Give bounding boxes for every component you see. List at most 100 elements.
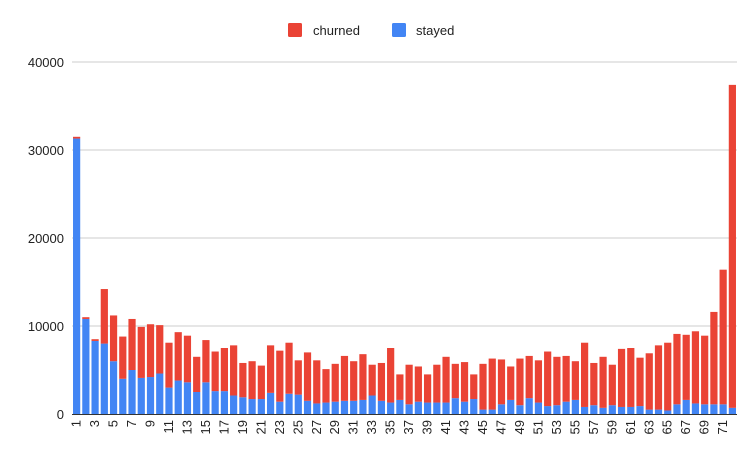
- bar-stayed: [645, 409, 653, 414]
- x-tick-label: 5: [106, 420, 121, 427]
- bar-churned: [303, 352, 312, 401]
- bar-churned: [387, 348, 395, 403]
- bar-stayed: [285, 393, 293, 414]
- legend-label-stayed: stayed: [416, 23, 454, 38]
- bar-stayed: [562, 401, 570, 414]
- x-tick-label: 33: [364, 420, 379, 434]
- bar-stayed: [442, 402, 450, 414]
- bar-churned: [276, 350, 284, 402]
- x-tick-label: 47: [493, 420, 508, 434]
- bar-churned: [193, 356, 201, 392]
- bar-churned: [368, 364, 376, 396]
- bar-churned: [636, 357, 644, 407]
- bar-stayed: [470, 399, 478, 414]
- bar-churned: [507, 366, 515, 400]
- bar-stayed: [673, 404, 681, 414]
- bar-stayed: [414, 401, 422, 414]
- bar-churned: [109, 315, 118, 362]
- x-tick-label: 57: [586, 420, 601, 434]
- bar-churned: [645, 353, 653, 410]
- bar-churned: [174, 332, 182, 381]
- bar-stayed: [423, 402, 432, 414]
- bar-stayed: [220, 391, 228, 414]
- bar-churned: [544, 351, 552, 407]
- bar-stayed: [654, 409, 663, 414]
- x-tick-label: 67: [678, 420, 693, 434]
- bar-stayed: [257, 399, 265, 414]
- bar-stayed: [728, 407, 736, 414]
- bar-stayed: [627, 406, 635, 414]
- bar-stayed: [368, 395, 376, 414]
- bar-churned: [128, 318, 136, 370]
- x-tick-label: 69: [697, 420, 712, 434]
- bar-churned: [146, 324, 155, 378]
- bar-churned: [581, 342, 589, 407]
- bar-churned: [340, 355, 349, 401]
- legend-item-stayed[interactable]: stayed: [392, 23, 454, 38]
- bar-churned: [119, 336, 127, 379]
- bar-churned: [73, 136, 81, 139]
- bar-stayed: [682, 399, 690, 414]
- bar-stayed: [266, 392, 275, 414]
- y-tick-label: 0: [57, 407, 64, 422]
- bar-stayed: [109, 361, 118, 414]
- bar-churned: [664, 342, 672, 411]
- legend-swatch-stayed: [392, 23, 406, 37]
- legend-label-churned: churned: [313, 23, 360, 38]
- bar-churned: [433, 364, 441, 403]
- bar-stayed: [664, 410, 672, 414]
- x-tick-label: 63: [641, 420, 656, 434]
- x-tick-label: 1: [69, 420, 84, 427]
- bar-stayed: [146, 377, 155, 414]
- bar-stayed: [396, 399, 404, 414]
- bar-churned: [322, 369, 330, 403]
- bar-churned: [165, 342, 173, 388]
- bar-stayed: [581, 406, 589, 414]
- bar-churned: [673, 333, 681, 405]
- x-tick-label: 45: [475, 420, 490, 434]
- bar-stayed: [590, 405, 598, 414]
- legend-item-churned[interactable]: churned: [288, 23, 360, 38]
- bar-stayed: [202, 382, 210, 414]
- bar-stayed: [479, 409, 487, 414]
- x-tick-label: 21: [253, 420, 268, 434]
- x-tick-label: 23: [272, 420, 287, 434]
- bar-churned: [156, 325, 164, 374]
- bar-stayed: [617, 406, 626, 414]
- bar-churned: [248, 361, 256, 400]
- bar-churned: [497, 359, 506, 405]
- bar-churned: [377, 362, 386, 401]
- bar-churned: [285, 342, 293, 394]
- legend[interactable]: churned stayed: [288, 23, 454, 38]
- bar-stayed: [719, 404, 727, 414]
- bar-stayed: [544, 406, 552, 414]
- x-tick-label: 19: [235, 420, 250, 434]
- x-tick-label: 39: [420, 420, 435, 434]
- bar-churned: [202, 340, 210, 383]
- bar-churned: [460, 362, 469, 402]
- bar-churned: [313, 360, 321, 404]
- x-tick-label: 9: [143, 420, 158, 427]
- bar-churned: [553, 356, 561, 406]
- bar-stayed: [571, 399, 579, 414]
- x-tick-label: 41: [438, 420, 453, 434]
- bar-churned: [488, 358, 496, 410]
- bar-churned: [599, 356, 607, 408]
- bar-stayed: [460, 401, 469, 414]
- legend-swatch-churned: [288, 23, 302, 37]
- bar-churned: [590, 362, 598, 406]
- bar-churned: [691, 331, 700, 404]
- bar-stayed: [230, 395, 238, 414]
- bar-stayed: [128, 370, 136, 414]
- bar-churned: [294, 360, 302, 395]
- bar-stayed: [165, 387, 173, 414]
- bar-stayed: [497, 404, 506, 414]
- bar-stayed: [322, 402, 330, 414]
- bar-churned: [331, 363, 339, 402]
- bar-stayed: [331, 401, 339, 414]
- x-tick-label: 15: [198, 420, 213, 434]
- x-tick-label: 53: [549, 420, 564, 434]
- bar-stayed: [350, 400, 358, 414]
- y-axis-tick-labels: 0 10000 20000 30000 40000: [28, 55, 64, 422]
